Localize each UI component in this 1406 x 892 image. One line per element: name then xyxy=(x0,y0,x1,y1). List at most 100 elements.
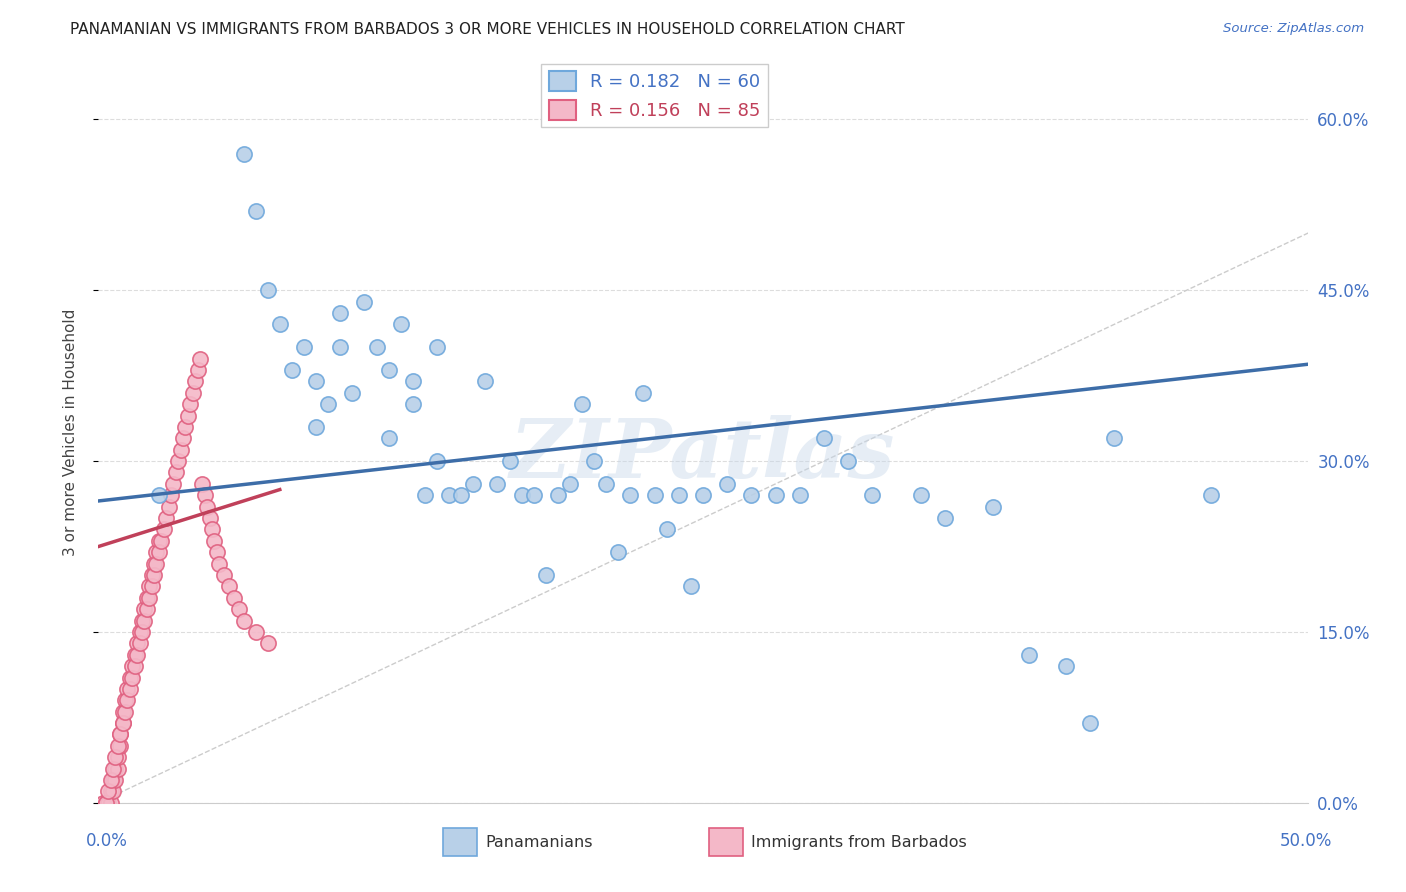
Point xyxy=(860,488,883,502)
Point xyxy=(167,454,190,468)
Point xyxy=(162,476,184,491)
Legend: R = 0.182   N = 60, R = 0.156   N = 85: R = 0.182 N = 60, R = 0.156 N = 85 xyxy=(541,64,768,128)
Point xyxy=(934,511,956,525)
Text: Panamanians: Panamanians xyxy=(485,835,593,849)
Y-axis label: 3 or more Vehicles in Household: 3 or more Vehicles in Household xyxy=(63,309,77,557)
Point xyxy=(789,488,811,502)
Point xyxy=(837,454,859,468)
Point xyxy=(107,739,129,753)
Point xyxy=(269,318,291,332)
Point xyxy=(121,671,143,685)
Point xyxy=(437,488,460,502)
Point xyxy=(619,488,641,502)
Point xyxy=(981,500,1004,514)
Text: 50.0%: 50.0% xyxy=(1279,832,1331,850)
Point xyxy=(813,431,835,445)
Point xyxy=(218,579,240,593)
Point xyxy=(316,397,339,411)
Point xyxy=(1078,716,1101,731)
Point xyxy=(631,385,654,400)
Point xyxy=(174,420,197,434)
Point xyxy=(118,681,141,696)
Point xyxy=(97,796,120,810)
Point xyxy=(212,568,235,582)
Point xyxy=(222,591,245,605)
Point xyxy=(716,476,738,491)
Text: Source: ZipAtlas.com: Source: ZipAtlas.com xyxy=(1223,22,1364,36)
Point xyxy=(377,363,399,377)
Point xyxy=(94,796,117,810)
Point xyxy=(145,545,167,559)
Point xyxy=(157,500,180,514)
Point xyxy=(692,488,714,502)
Point xyxy=(571,397,593,411)
Point xyxy=(1102,431,1125,445)
Point xyxy=(143,568,166,582)
Point xyxy=(305,375,328,389)
Point xyxy=(547,488,569,502)
Point xyxy=(426,340,449,354)
Point xyxy=(910,488,932,502)
Point xyxy=(111,716,134,731)
Point xyxy=(127,636,149,650)
Point xyxy=(118,671,141,685)
Point xyxy=(389,318,412,332)
Point xyxy=(107,762,129,776)
Point xyxy=(127,648,149,662)
Text: ZIPatlas: ZIPatlas xyxy=(510,415,896,495)
Point xyxy=(100,772,122,787)
Point xyxy=(101,772,124,787)
Point xyxy=(111,705,134,719)
Point xyxy=(534,568,557,582)
Point xyxy=(194,488,217,502)
Point xyxy=(245,203,267,218)
Text: 0.0%: 0.0% xyxy=(86,832,128,850)
Point xyxy=(366,340,388,354)
Point xyxy=(1018,648,1040,662)
Point xyxy=(198,511,221,525)
Point xyxy=(486,476,509,491)
Point xyxy=(208,557,231,571)
Point xyxy=(679,579,702,593)
FancyBboxPatch shape xyxy=(443,828,477,856)
Point xyxy=(138,591,160,605)
Point xyxy=(101,762,124,776)
Point xyxy=(377,431,399,445)
Point xyxy=(281,363,304,377)
Point xyxy=(134,602,156,616)
Point xyxy=(124,659,146,673)
Point xyxy=(100,784,122,798)
Point xyxy=(305,420,328,434)
Point xyxy=(184,375,207,389)
Point xyxy=(1199,488,1222,502)
Point xyxy=(426,454,449,468)
Point xyxy=(91,796,114,810)
Point xyxy=(655,523,678,537)
FancyBboxPatch shape xyxy=(709,828,742,856)
Point xyxy=(131,614,153,628)
Point xyxy=(172,431,194,445)
Point xyxy=(256,636,278,650)
Point xyxy=(100,796,122,810)
Point xyxy=(329,340,352,354)
Point xyxy=(128,636,150,650)
Point xyxy=(228,602,250,616)
Point xyxy=(1054,659,1077,673)
Point xyxy=(131,624,153,639)
Point xyxy=(179,397,201,411)
Point xyxy=(463,476,485,491)
Point xyxy=(402,375,425,389)
Point xyxy=(148,488,170,502)
Point xyxy=(124,648,146,662)
Point xyxy=(583,454,606,468)
Point xyxy=(329,306,352,320)
Point xyxy=(148,533,170,548)
Point xyxy=(145,557,167,571)
Point xyxy=(181,385,204,400)
Point xyxy=(201,523,224,537)
Point xyxy=(165,466,187,480)
Point xyxy=(558,476,581,491)
Point xyxy=(104,762,127,776)
Point xyxy=(402,397,425,411)
Point xyxy=(169,442,191,457)
